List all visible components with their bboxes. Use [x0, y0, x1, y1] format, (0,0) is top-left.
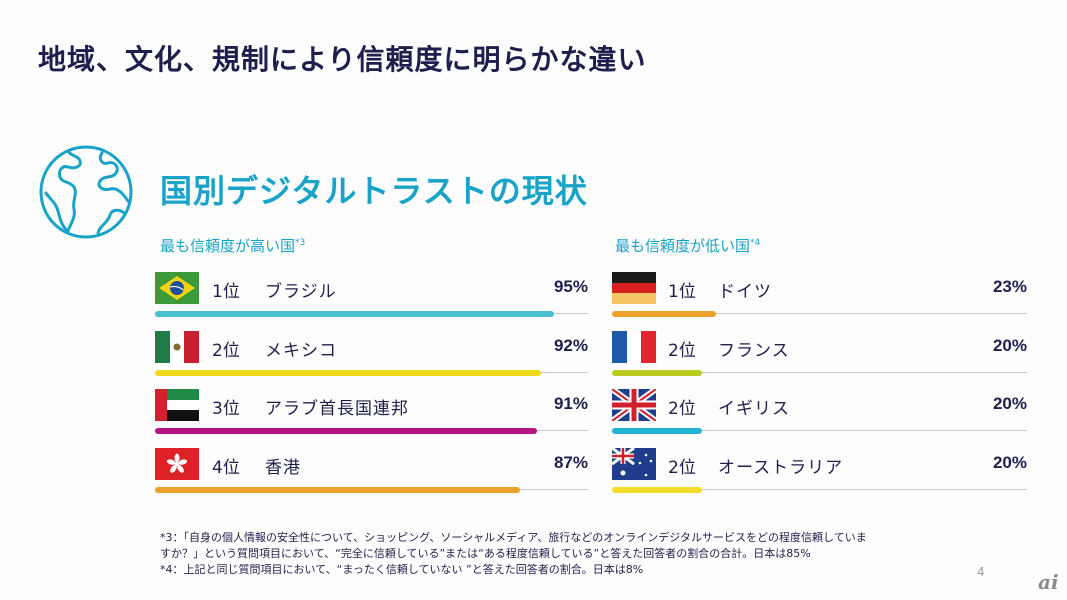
country-row: 1位 ブラジル 95%: [155, 272, 588, 328]
footnote-ref: *4: [750, 238, 761, 248]
rank-label: 4位: [212, 457, 240, 478]
rank-label: 2位: [668, 457, 696, 478]
logo: ai: [1038, 570, 1059, 594]
percent-value: 87%: [553, 452, 588, 472]
percent-value: 91%: [553, 394, 588, 413]
bar-fill: [612, 486, 702, 493]
rank-label: 2位: [668, 340, 696, 361]
country-row: 1位 ドイツ 23%: [612, 272, 1027, 328]
slide-title: 地域、文化、規制により信頼度に明らかな違い: [38, 43, 647, 76]
bar-track: [612, 313, 1027, 314]
section-title: 国別デジタルトラストの現状: [160, 172, 588, 210]
bar-track: [612, 488, 1027, 490]
country-name: イギリス: [718, 399, 790, 419]
footnote-3-line1: *3：「自身の個人情報の安全性について、ショッピング、ソーシャルメディア、旅行な…: [160, 531, 867, 544]
bar-track: [612, 430, 1027, 431]
bar-fill: [155, 311, 554, 317]
country-row: 2位 メキシコ 92%: [155, 330, 588, 387]
rank-label: 1位: [212, 282, 240, 302]
bar-fill: [155, 428, 538, 434]
page-number: 4: [977, 565, 985, 579]
percent-value: 23%: [992, 277, 1027, 296]
percent-value: 20%: [992, 452, 1027, 472]
brazil-flag-icon: [155, 272, 199, 304]
footnote-ref: *3: [295, 238, 306, 248]
rank-label: 2位: [668, 399, 696, 419]
high-trust-heading-text: 最も信頼度が高い国: [160, 237, 296, 255]
country-name: ブラジル: [265, 282, 337, 302]
globe-icon: [39, 145, 133, 239]
rank-label: 1位: [668, 282, 696, 302]
low-trust-heading: 最も信頼度が低い国*4: [615, 235, 760, 256]
mexico-flag-icon: [155, 330, 199, 363]
rank-label: 2位: [212, 340, 240, 361]
bar-fill: [612, 369, 702, 376]
hongkong-flag-icon: [155, 447, 199, 480]
footnote-3-line2: すか？」という質問項目において、“完全に信頼している”または“ある程度信頼してい…: [160, 547, 811, 560]
percent-value: 95%: [553, 277, 588, 296]
percent-value: 20%: [992, 394, 1027, 413]
country-row: 2位 フランス 20%: [612, 330, 1027, 387]
country-row: 4位 香港 87%: [155, 447, 588, 504]
bar-fill: [155, 486, 521, 493]
percent-value: 20%: [992, 335, 1027, 355]
bar-fill: [612, 428, 702, 434]
country-name: アラブ首長国連邦: [265, 399, 409, 419]
germany-flag-icon: [612, 272, 656, 304]
country-name: 香港: [265, 457, 301, 478]
country-name: ドイツ: [718, 282, 772, 302]
bar-track: [612, 371, 1027, 373]
country-name: メキシコ: [265, 340, 337, 361]
percent-value: 92%: [553, 335, 588, 355]
country-row: 2位 オーストラリア 20%: [612, 447, 1027, 504]
bar-fill: [155, 369, 542, 376]
low-trust-heading-text: 最も信頼度が低い国: [615, 237, 751, 255]
footnote-4: *4：上記と同じ質問項目において、“まったく信頼していない ”と答えた回答者の割…: [160, 563, 644, 576]
country-name: オーストラリア: [718, 457, 844, 478]
country-name: フランス: [718, 340, 790, 361]
country-row: 2位 イギリス 20%: [612, 389, 1027, 445]
rank-label: 3位: [212, 399, 240, 419]
uae-flag-icon: [155, 389, 199, 421]
australia-flag-icon: [612, 447, 656, 480]
uk-flag-icon: [612, 389, 656, 421]
country-row: 3位 アラブ首長国連邦 91%: [155, 389, 588, 445]
bar-fill: [612, 311, 716, 317]
high-trust-heading: 最も信頼度が高い国*3: [160, 235, 305, 256]
france-flag-icon: [612, 330, 656, 363]
